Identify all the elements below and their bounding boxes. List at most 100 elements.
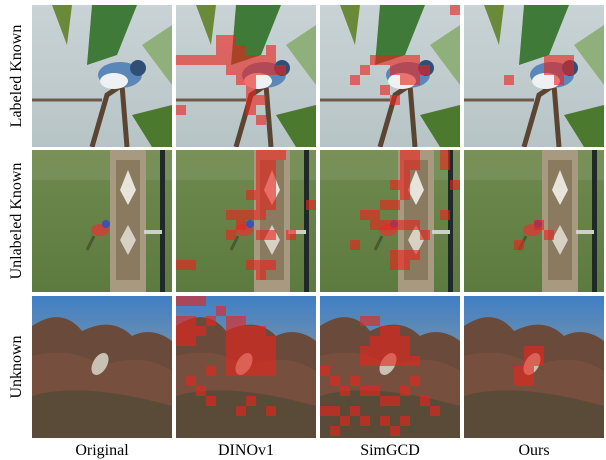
- attention-patch: [256, 55, 266, 65]
- attention-patch: [524, 346, 534, 356]
- attention-patch: [226, 35, 236, 45]
- page: {"figure": {"rows": ["Labeled Known", "U…: [0, 0, 606, 460]
- attention-patch: [380, 200, 390, 210]
- image-cell: [464, 5, 604, 147]
- attention-patch: [266, 230, 276, 240]
- image: [320, 5, 460, 147]
- attention-patch: [226, 366, 236, 376]
- image-cell: [32, 5, 172, 147]
- attention-patch: [400, 170, 410, 180]
- attention-patch: [256, 270, 266, 280]
- attention-patch: [256, 326, 266, 336]
- attention-patch: [320, 406, 330, 416]
- attention-patch: [360, 210, 370, 220]
- attention-patch: [266, 45, 276, 55]
- attention-patch: [226, 346, 236, 356]
- attention-patch: [380, 396, 390, 406]
- attention-patch: [256, 150, 266, 160]
- attention-patch: [236, 346, 246, 356]
- attention-patch: [256, 115, 266, 125]
- attention-patch: [420, 230, 430, 240]
- attention-patch: [534, 220, 544, 230]
- attention-patch: [330, 426, 340, 436]
- attention-patch: [450, 180, 460, 190]
- attention-patch: [420, 396, 430, 406]
- column-label: DINOv1: [218, 442, 274, 459]
- attention-patch: [246, 55, 256, 65]
- attention-patch: [370, 386, 380, 396]
- attention-patch: [410, 65, 420, 75]
- image-cell: [32, 296, 172, 440]
- attention-patch: [276, 150, 286, 160]
- attention-patch: [400, 65, 410, 75]
- attention-patch: [440, 150, 450, 160]
- attention-patch: [236, 406, 246, 416]
- attention-patch: [186, 326, 196, 336]
- attention-patch: [216, 55, 226, 65]
- attention-patch: [390, 260, 400, 270]
- attention-patch: [256, 336, 266, 346]
- attention-patch: [266, 406, 276, 416]
- attention-patch: [380, 326, 390, 336]
- attention-patch: [266, 170, 276, 180]
- column-label: Ours: [518, 442, 549, 459]
- attention-patch: [236, 356, 246, 366]
- attention-patch: [320, 366, 330, 376]
- attention-patch: [266, 260, 276, 270]
- image-cell: [320, 150, 460, 292]
- image: [32, 296, 172, 440]
- attention-patch: [430, 406, 440, 416]
- attention-patch: [370, 316, 380, 326]
- attention-patch: [410, 250, 420, 260]
- attention-patch: [186, 260, 196, 270]
- attention-patch: [256, 230, 266, 240]
- image-cell: [464, 296, 604, 440]
- attention-patch: [246, 65, 256, 75]
- attention-patch: [256, 366, 266, 376]
- attention-patch: [410, 356, 420, 366]
- attention-patch: [400, 75, 410, 85]
- attention-patch: [370, 336, 380, 346]
- attention-patch: [400, 416, 410, 426]
- attention-patch: [370, 55, 380, 65]
- column-label: SimGCD: [360, 442, 420, 459]
- attention-patch: [410, 55, 420, 65]
- attention-patch: [544, 230, 554, 240]
- attention-patch: [514, 376, 524, 386]
- attention-patch: [306, 200, 316, 210]
- attention-patch: [226, 230, 236, 240]
- attention-patch: [390, 250, 400, 260]
- attention-patch: [226, 65, 236, 75]
- attention-patch: [186, 336, 196, 346]
- attention-patch: [390, 396, 400, 406]
- attention-patch: [350, 406, 360, 416]
- row-label: Unknown: [8, 335, 25, 398]
- attention-patch: [380, 220, 390, 230]
- attention-patch: [266, 55, 276, 65]
- attention-patch: [286, 230, 296, 240]
- attention-patch: [246, 326, 256, 336]
- attention-patch: [246, 190, 256, 200]
- attention-patch: [400, 55, 410, 65]
- attention-patch: [226, 45, 236, 55]
- attention-patch: [554, 55, 564, 65]
- attention-patch: [226, 326, 236, 336]
- attention-patch: [186, 55, 196, 65]
- attention-patch: [176, 316, 186, 326]
- attention-patch: [380, 55, 390, 65]
- attention-patch: [380, 336, 390, 346]
- attention-patch: [236, 316, 246, 326]
- attention-patch: [400, 250, 410, 260]
- attention-patch: [390, 55, 400, 65]
- image-cell: [464, 150, 604, 292]
- attention-patch: [564, 55, 574, 65]
- attention-patch: [216, 45, 226, 55]
- attention-patch: [390, 180, 400, 190]
- image-cell: [176, 296, 316, 440]
- attention-patch: [186, 316, 196, 326]
- attention-patch: [524, 376, 534, 386]
- attention-patch: [440, 160, 450, 170]
- attention-patch: [390, 326, 400, 336]
- attention-patch: [216, 35, 226, 45]
- attention-patch: [196, 55, 206, 65]
